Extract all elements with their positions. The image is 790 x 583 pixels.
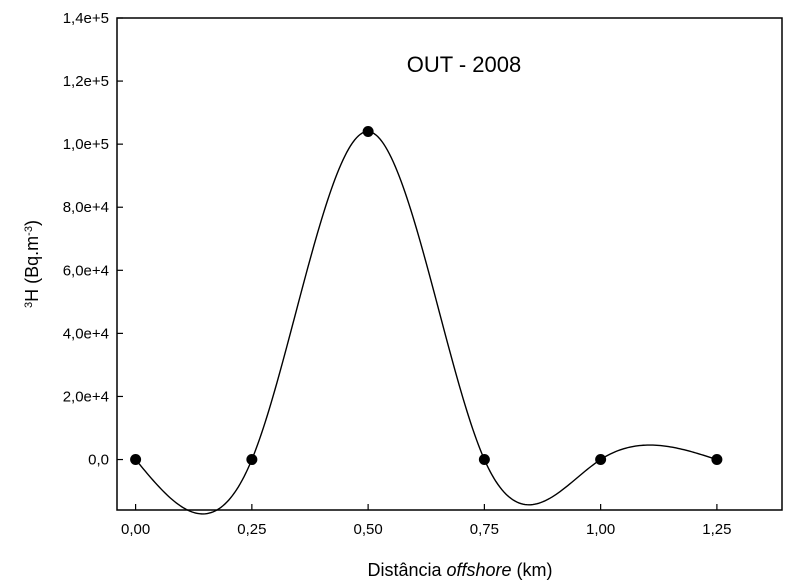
data-point [478, 454, 490, 466]
y-tick-label: 1,2e+5 [63, 73, 109, 90]
data-point [246, 454, 258, 466]
y-tick-label: 1,4e+5 [63, 10, 109, 27]
x-tick-label: 1,00 [586, 521, 615, 538]
x-axis-title: Distância offshore (km) [367, 560, 552, 580]
x-axis-ticks: 0,00 0,25 0,50 0,75 1,00 1,25 [121, 504, 731, 538]
y-tick-label: 6,0e+4 [63, 262, 109, 279]
y-tick-label: 0,0 [88, 452, 109, 469]
plot-area-frame [116, 17, 783, 511]
data-point [130, 454, 142, 466]
x-tick-label: 0,00 [121, 521, 150, 538]
x-tick-label: 0,25 [237, 521, 266, 538]
y-tick-label: 4,0e+4 [63, 325, 109, 342]
y-axis-title: 3H (Bq.m-3) [22, 220, 42, 308]
data-markers [130, 126, 723, 466]
series-line [135, 130, 718, 515]
data-point [711, 454, 723, 466]
x-tick-label: 1,25 [702, 521, 731, 538]
x-tick-label: 0,50 [354, 521, 383, 538]
chart-title: OUT - 2008 [407, 52, 522, 77]
y-axis-ticks: 0,0 2,0e+4 4,0e+4 6,0e+4 8,0e+4 1,0e+5 1,2e+5 1… [63, 10, 123, 469]
data-point [362, 126, 374, 138]
y-tick-label: 8,0e+4 [63, 199, 109, 216]
y-tick-label: 2,0e+4 [63, 388, 109, 405]
x-tick-label: 0,75 [470, 521, 499, 538]
data-point [595, 454, 607, 466]
y-tick-label: 1,0e+5 [63, 136, 109, 153]
